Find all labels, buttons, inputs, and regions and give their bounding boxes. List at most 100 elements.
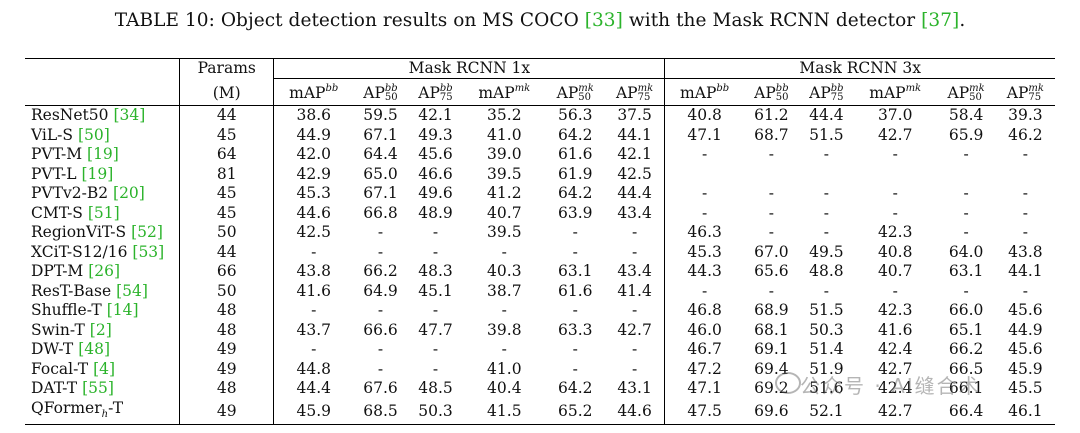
metric-value-cell: - [823,223,829,242]
metric-value-cell: 49.5 [809,242,844,261]
metric-scripts: bb 75 [440,84,453,103]
metric-scripts: bb 75 [830,84,844,103]
caption-ref-link[interactable]: [37] [921,10,960,31]
metric-subscript: 50 [578,92,591,103]
metric-value-cell: - [631,301,638,320]
metric-value-cell: 59.5 [353,105,408,126]
metric-header: AP bb 75 [408,79,463,106]
model-name: QFormer [31,398,102,417]
metric-value-cell: 39.3 [995,105,1055,126]
metric-value-cell: 48.5 [418,379,453,398]
metric-value-cell: 64.2 [557,184,593,203]
metric-label: mAPmk [478,84,530,103]
citation-link[interactable]: [52] [131,223,163,242]
metric-superscript: mk [514,83,531,94]
table-row: PVT-M [19] 64 42.0 64.4 45.6 39.0 61.6 42.1- - - -… [25,145,1055,165]
metric-value-cell: 51.5 [809,125,844,144]
metric-superscript: mk [969,83,985,94]
metric-value-cell: - [664,203,744,223]
metric-value-cell: 65.6 [754,262,789,281]
model-name: PVTv2-B2 [31,184,109,203]
citation-link[interactable]: [19] [87,145,119,164]
citation-link[interactable]: [20] [113,184,145,203]
metric-value-cell: 40.7 [487,203,522,222]
metric-subscript: 50 [384,92,398,103]
params-cell: 64 [178,145,274,165]
metric-scripts: bb 50 [384,84,398,103]
metric-value-cell: 63.3 [557,320,593,339]
watermark: 公众号 · AI缝合术 [800,374,981,398]
model-name-cell: DW-T [48] [25,340,180,360]
citation-link[interactable]: [48] [78,340,111,359]
table-row: XCiT-S12/16 [53] 44- - - - - -45.3 67.0 49.5 40.8… [25,242,1055,262]
metric-header: AP bb 50 [353,79,408,106]
wechat-icon [775,372,801,394]
caption-ref-link[interactable]: [33] [584,10,623,31]
model-name: ResT-Base [31,281,112,300]
metric-base: AP [615,84,638,102]
params-cell: 45 [178,184,274,204]
citation-link[interactable]: [50] [77,125,110,144]
params-cell: 48 [178,379,274,399]
metric-subscript: 75 [830,92,844,103]
params-cell: 81 [178,164,274,184]
citation-link[interactable]: [26] [88,262,121,281]
metric-superscript: mk [1028,83,1044,94]
citation-link[interactable]: [54] [116,281,148,300]
model-name: CMT-S [31,203,83,222]
metric-superscript: mk [578,83,594,94]
metric-value-cell: - [377,340,384,359]
metric-value-cell: 43.7 [273,320,354,340]
citation-link[interactable]: [14] [106,301,139,320]
metric-value-cell: 39.5 [487,223,522,242]
metric-subscript: 75 [1028,92,1042,103]
metric-value-cell: 40.3 [487,262,522,281]
metric-value-cell: - [768,145,775,164]
model-name-cell: PVT-L [19] [25,165,180,185]
metric-value-cell: 63.1 [948,262,984,281]
metric-header: AP mk 75 [996,79,1055,106]
metric-superscript: bb [716,83,730,94]
model-name: ViL-S [31,125,74,144]
results-table: Params Mask RCNN 1x Mask RCNN 3x (M) mAP… [25,58,1055,425]
model-name: ResNet50 [31,106,109,125]
metric-value-cell: - [572,359,578,378]
citation-link[interactable]: [4] [93,359,116,378]
metric-value-cell: 61.9 [557,164,593,183]
metric-value-cell: 45.3 [273,184,354,204]
metric-label: AP mk 50 [948,84,985,103]
metric-value-cell: 49.3 [418,125,453,144]
metric-value-cell: - [1022,203,1028,222]
params-cell: 48 [178,301,274,321]
citation-link[interactable]: [51] [87,203,120,222]
metric-value-cell [996,165,1055,185]
metric-base: AP [556,84,579,102]
metric-value-cell: 43.4 [617,203,652,222]
params-cell: 44 [178,105,274,126]
metric-value-cell: 43.8 [1008,242,1043,261]
params-cell: 49 [178,340,274,360]
metric-value-cell: 64.2 [557,125,593,144]
metric-value-cell: 40.8 [664,105,744,126]
metric-value-cell: 42.1 [408,105,463,126]
metric-header: AP bb 75 [799,79,854,106]
metric-value-cell: - [664,281,744,301]
metric-value-cell: 41.2 [487,184,522,203]
citation-link[interactable]: [55] [82,379,114,398]
metric-value-cell: 39.8 [487,320,522,339]
metric-value-cell: - [664,184,744,204]
metric-header: AP mk 50 [937,79,996,106]
metric-value-cell: 44.3 [664,262,744,282]
metric-value-cell: 56.3 [545,105,605,126]
metric-value-cell: - [273,340,354,360]
metric-value-cell: 42.3 [877,301,913,320]
metric-value-cell: 51.4 [809,340,844,359]
metric-value-cell: 65.2 [545,398,605,425]
citation-link[interactable]: [19] [81,164,114,183]
metric-value-cell: 44.4 [273,379,354,399]
citation-link[interactable]: [2] [89,320,112,339]
citation-link[interactable]: [34] [113,106,146,125]
citation-link[interactable]: [53] [132,242,165,261]
table-row: PVT-L [19] 81 42.9 65.0 46.6 39.5 61.9 42.5 [25,164,1055,185]
metric-value-cell: 38.6 [273,105,354,126]
